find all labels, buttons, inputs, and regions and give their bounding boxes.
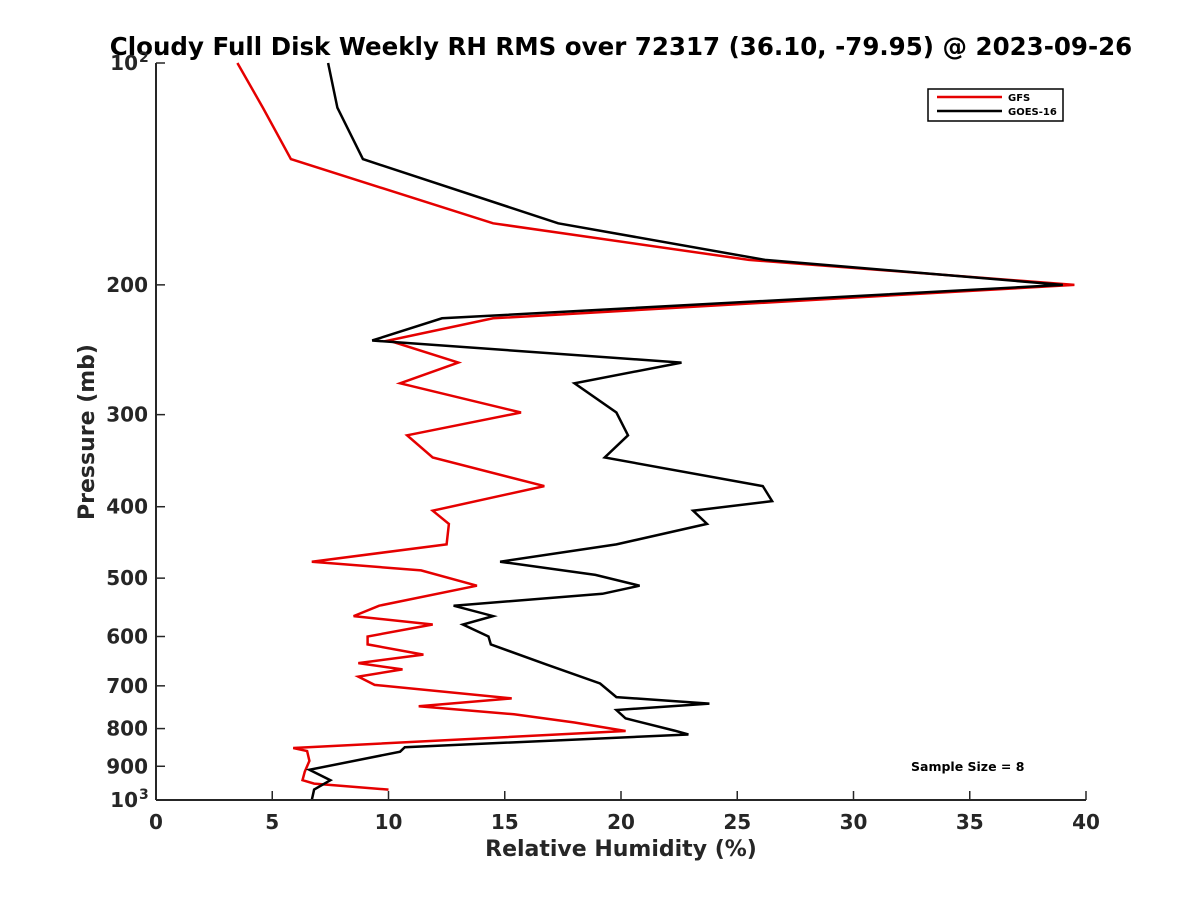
legend: GFS GOES-16 <box>927 88 1064 122</box>
y-tick-label: 500 <box>106 566 148 590</box>
x-axis-label: Relative Humidity (%) <box>485 837 757 862</box>
y-tick-label: 700 <box>106 674 148 698</box>
x-tick-label: 0 <box>149 810 163 834</box>
x-tick-label: 5 <box>265 810 279 834</box>
plot-area: 0 5 10 15 20 25 30 35 40 10 220030040050060070080… <box>106 50 1100 834</box>
y-tick-exponent: 2 <box>139 50 149 66</box>
y-tick-label: 10 <box>110 51 138 75</box>
y-axis-label: Pressure (mb) <box>75 344 100 520</box>
sample-size-annotation: Sample Size = 8 <box>911 759 1024 774</box>
x-axis-ticks: 0 5 10 15 20 25 30 35 40 <box>149 791 1100 834</box>
chart-title: Cloudy Full Disk Weekly RH RMS over 7231… <box>110 32 1132 61</box>
series-line-goes16 <box>305 62 1063 801</box>
legend-label-goes16: GOES-16 <box>1008 107 1057 118</box>
y-tick-label: 10 <box>110 788 138 812</box>
x-tick-label: 40 <box>1072 810 1100 834</box>
x-tick-label: 35 <box>956 810 984 834</box>
legend-box <box>927 88 1064 122</box>
y-tick-label: 300 <box>106 403 148 427</box>
x-tick-label: 10 <box>375 810 403 834</box>
series-lines <box>236 62 1075 801</box>
y-tick-label: 800 <box>106 717 148 741</box>
x-tick-label: 30 <box>840 810 868 834</box>
y-tick-label: 900 <box>106 754 148 778</box>
y-tick-label: 400 <box>106 495 148 519</box>
y-tick-label: 600 <box>106 624 148 648</box>
x-tick-label: 20 <box>607 810 635 834</box>
y-tick-exponent: 3 <box>139 787 149 803</box>
x-tick-label: 15 <box>491 810 519 834</box>
x-tick-label: 25 <box>723 810 751 834</box>
legend-label-gfs: GFS <box>1008 93 1030 104</box>
y-tick-label: 200 <box>106 273 148 297</box>
series-line-gfs <box>236 62 1075 791</box>
